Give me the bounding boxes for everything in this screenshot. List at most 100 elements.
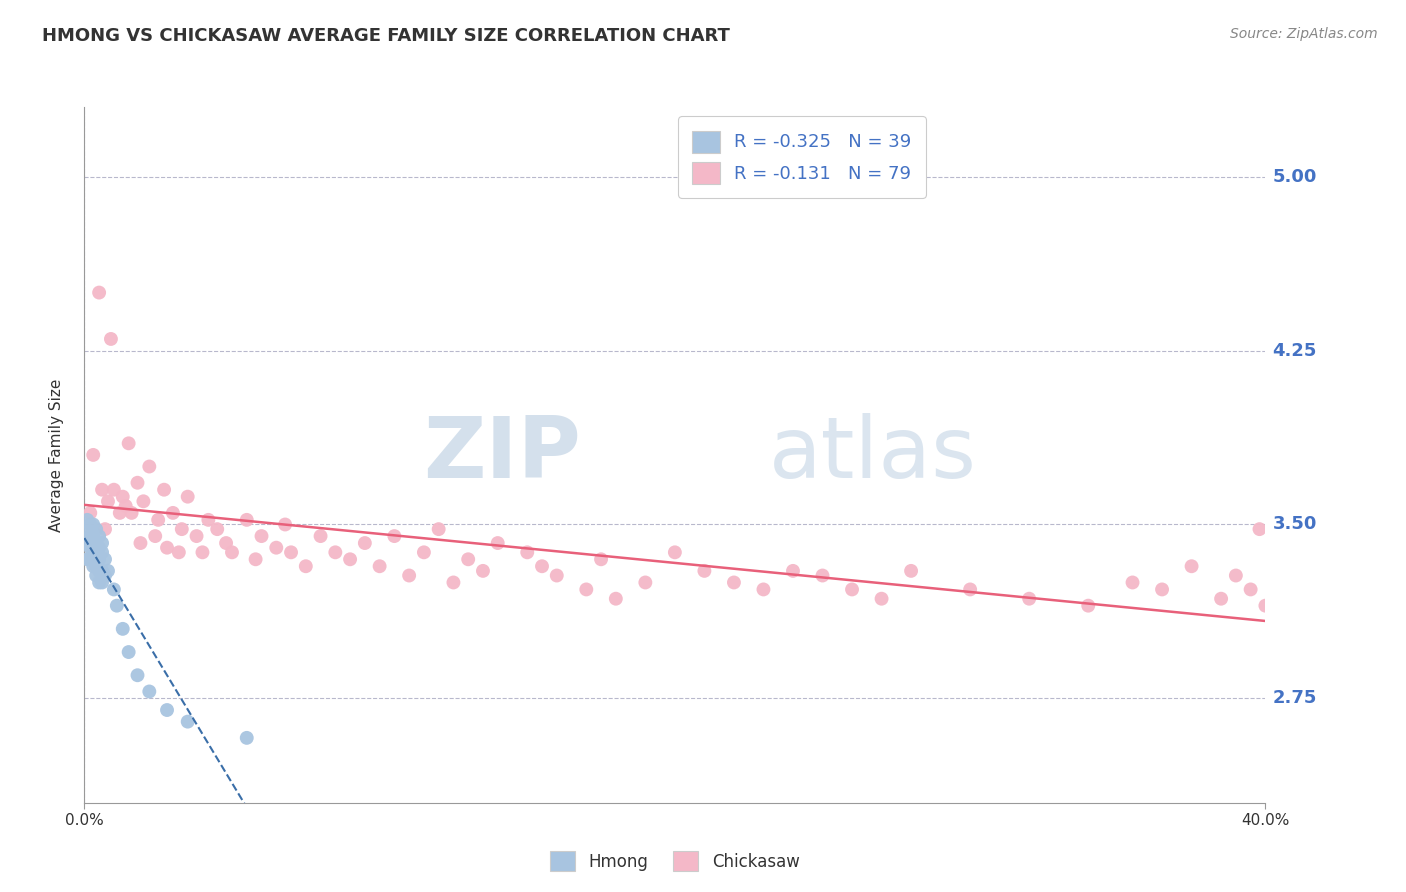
Point: [138, 684, 160, 698]
Point: [156, 703, 179, 717]
Point: [79, 541, 101, 555]
Point: [79, 506, 101, 520]
Point: [82, 517, 104, 532]
Point: [87, 575, 111, 590]
Point: [472, 564, 495, 578]
Point: [118, 436, 141, 450]
Point: [153, 483, 176, 497]
Point: [634, 575, 657, 590]
Point: [118, 645, 141, 659]
Point: [87, 564, 111, 578]
Point: [530, 559, 553, 574]
Point: [339, 552, 361, 566]
Point: [97, 564, 120, 578]
Point: [1270, 722, 1292, 736]
Point: [79, 529, 101, 543]
Point: [79, 552, 101, 566]
Point: [235, 731, 259, 745]
Point: [127, 668, 149, 682]
Point: [103, 582, 125, 597]
Point: [82, 536, 104, 550]
Point: [870, 591, 893, 606]
Point: [84, 545, 107, 559]
Point: [591, 552, 613, 566]
Point: [82, 559, 104, 574]
Point: [197, 513, 219, 527]
Point: [91, 536, 114, 550]
Point: [111, 490, 134, 504]
Point: [84, 536, 107, 550]
Point: [105, 599, 128, 613]
Point: [1249, 522, 1271, 536]
Point: [664, 545, 686, 559]
Point: [811, 568, 834, 582]
Point: [1225, 568, 1247, 582]
Point: [1254, 599, 1277, 613]
Text: HMONG VS CHICKASAW AVERAGE FAMILY SIZE CORRELATION CHART: HMONG VS CHICKASAW AVERAGE FAMILY SIZE C…: [42, 27, 730, 45]
Point: [73, 522, 96, 536]
Point: [441, 575, 464, 590]
Text: 4.25: 4.25: [1272, 342, 1317, 359]
Point: [1180, 559, 1202, 574]
Point: [368, 559, 391, 574]
Point: [84, 568, 107, 582]
Point: [354, 536, 377, 550]
Point: [516, 545, 538, 559]
Point: [274, 517, 297, 532]
Point: [87, 285, 111, 300]
Point: [177, 490, 200, 504]
Point: [1122, 575, 1144, 590]
Point: [693, 564, 716, 578]
Point: [235, 513, 259, 527]
Point: [486, 536, 509, 550]
Point: [280, 545, 302, 559]
Point: [177, 714, 200, 729]
Point: [108, 506, 131, 520]
Point: [323, 545, 347, 559]
Point: [264, 541, 288, 555]
Point: [94, 552, 117, 566]
Text: Source: ZipAtlas.com: Source: ZipAtlas.com: [1230, 27, 1378, 41]
Point: [87, 552, 111, 566]
Point: [127, 475, 149, 490]
Point: [546, 568, 568, 582]
Point: [575, 582, 598, 597]
Point: [191, 545, 214, 559]
Text: 2.75: 2.75: [1272, 690, 1317, 707]
Point: [167, 545, 190, 559]
Point: [1018, 591, 1040, 606]
Point: [79, 517, 101, 532]
Point: [782, 564, 804, 578]
Point: [129, 536, 152, 550]
Point: [82, 448, 104, 462]
Point: [84, 559, 107, 574]
Point: [382, 529, 406, 543]
Legend: Hmong, Chickasaw: Hmong, Chickasaw: [544, 845, 806, 878]
Point: [221, 545, 243, 559]
Point: [723, 575, 745, 590]
Point: [91, 545, 114, 559]
Point: [76, 552, 98, 566]
Point: [100, 332, 122, 346]
Point: [162, 506, 184, 520]
Point: [111, 622, 134, 636]
Y-axis label: Average Family Size: Average Family Size: [49, 378, 63, 532]
Point: [76, 513, 98, 527]
Point: [250, 529, 273, 543]
Point: [959, 582, 981, 597]
Text: atlas: atlas: [769, 413, 977, 497]
Point: [94, 522, 117, 536]
Point: [841, 582, 863, 597]
Point: [245, 552, 267, 566]
Point: [398, 568, 420, 582]
Point: [1077, 599, 1099, 613]
Text: ZIP: ZIP: [423, 413, 581, 497]
Point: [205, 522, 228, 536]
Point: [900, 564, 922, 578]
Point: [94, 568, 117, 582]
Point: [76, 536, 98, 550]
Point: [309, 529, 332, 543]
Text: 5.00: 5.00: [1272, 168, 1317, 186]
Point: [1209, 591, 1232, 606]
Point: [87, 529, 111, 543]
